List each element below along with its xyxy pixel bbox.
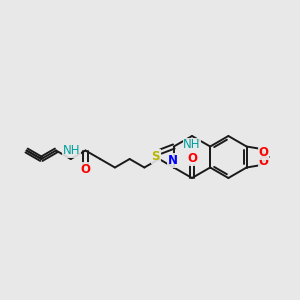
Text: O: O xyxy=(80,163,91,176)
Text: NH: NH xyxy=(63,145,80,158)
Text: O: O xyxy=(187,152,197,166)
Text: NH: NH xyxy=(183,139,201,152)
Text: N: N xyxy=(168,154,178,167)
Text: O: O xyxy=(259,155,269,168)
Text: S: S xyxy=(152,150,160,163)
Text: O: O xyxy=(259,146,269,159)
